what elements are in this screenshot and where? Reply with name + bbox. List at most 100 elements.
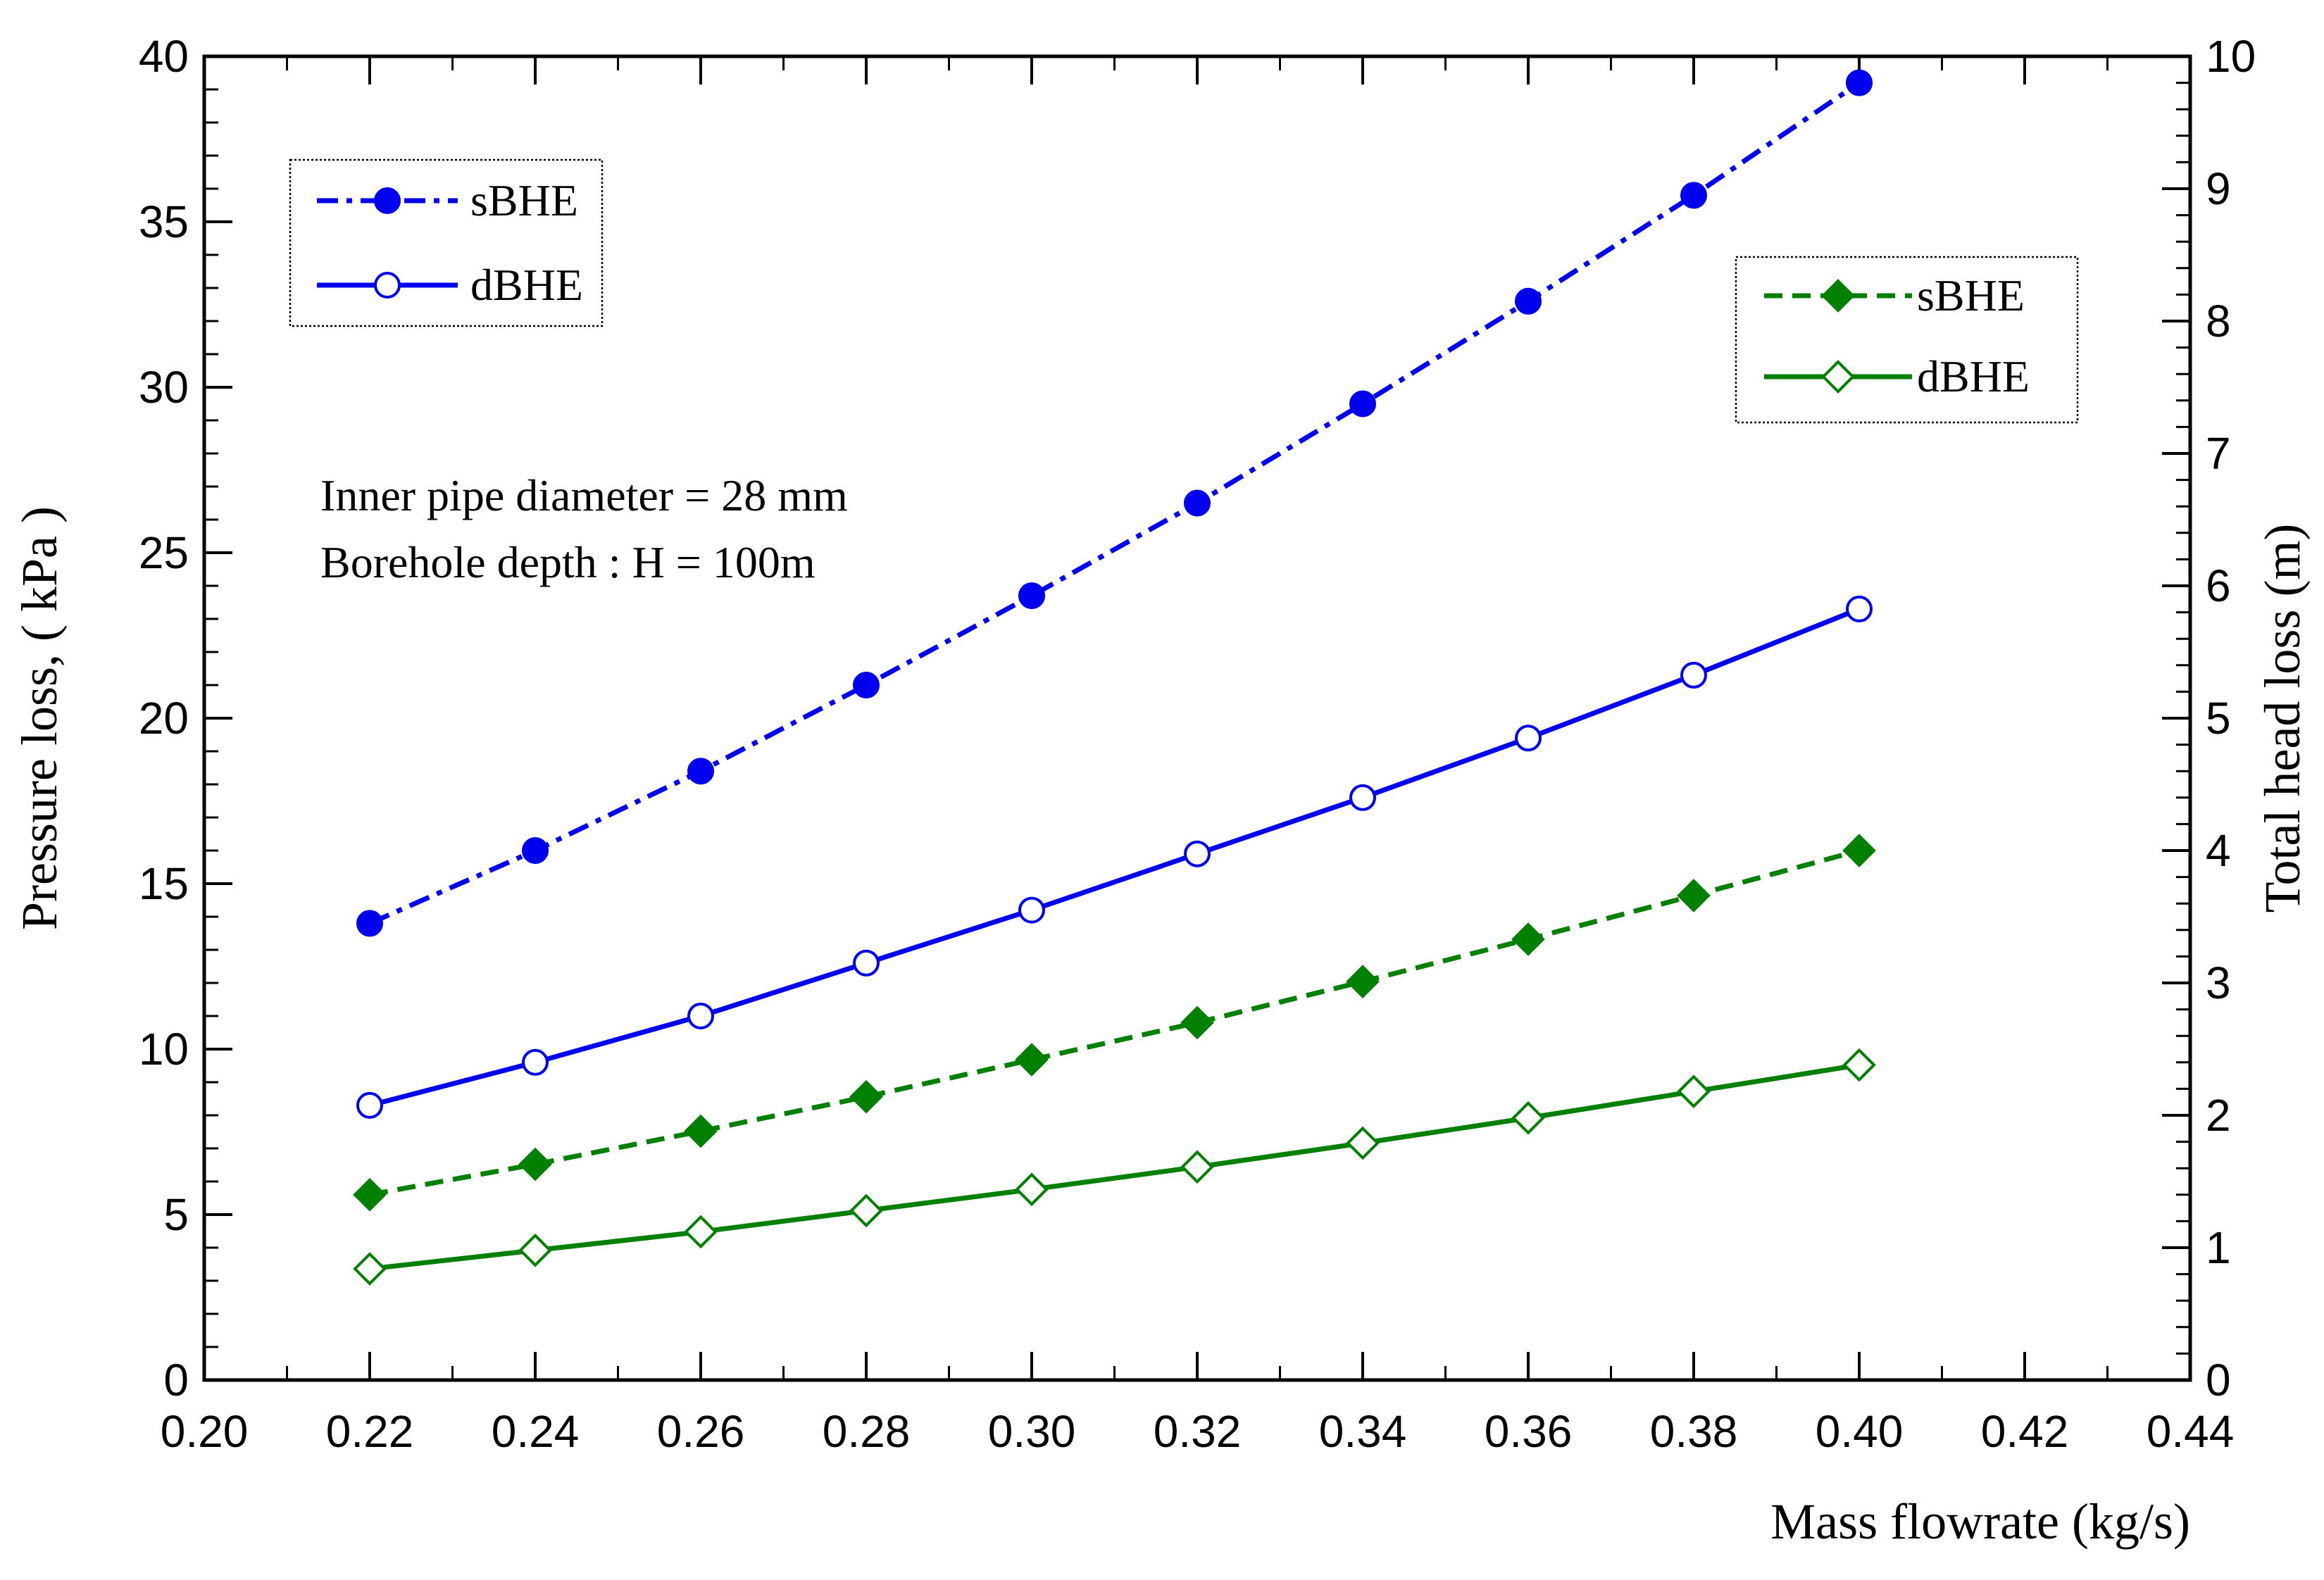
y2-tick-label: 0 [2206, 1355, 2231, 1405]
x-tick-label: 0.36 [1485, 1406, 1573, 1457]
y2-tick-label: 3 [2206, 958, 2231, 1008]
data-point [1346, 965, 1380, 998]
data-point [1180, 1150, 1214, 1184]
data-point [522, 1048, 549, 1076]
x-tick-label: 0.28 [823, 1406, 911, 1457]
series-right-dbhe [353, 1048, 1876, 1286]
x-tick-label: 0.24 [492, 1406, 580, 1457]
annotation-borehole-depth: Borehole depth : H = 100m [320, 537, 816, 587]
data-point [849, 1193, 883, 1228]
data-point [687, 1003, 714, 1029]
y2-axis-title: Total head loss (m) [2254, 524, 2311, 913]
legend-right-marker-sbhe [1821, 279, 1855, 313]
data-point [1184, 489, 1211, 517]
y2-tick-label: 8 [2206, 296, 2231, 346]
legend-left-label-dbhe: dBHE [470, 260, 583, 310]
data-point [1846, 69, 1873, 96]
legend-right-marker-dbhe [1821, 360, 1855, 394]
x-tick-label: 0.40 [1816, 1406, 1904, 1457]
data-point [1515, 287, 1542, 315]
y-tick-label: 25 [139, 527, 189, 578]
y-tick-label: 20 [139, 693, 189, 744]
data-point [853, 672, 880, 698]
data-point [522, 837, 549, 864]
y-tick-label: 30 [139, 362, 189, 413]
annotation-pipe-diameter: Inner pipe diameter = 28 mm [320, 470, 848, 520]
data-point [356, 1091, 383, 1119]
x-tick-label: 0.38 [1650, 1406, 1738, 1457]
y2-tick-label: 1 [2206, 1222, 2231, 1273]
x-tick-label: 0.32 [1154, 1406, 1242, 1457]
data-point [1677, 1074, 1711, 1108]
data-point [353, 1177, 387, 1212]
data-point [1842, 834, 1876, 867]
data-point [518, 1147, 552, 1181]
y2-tick-label: 10 [2206, 31, 2256, 82]
data-point [518, 1233, 552, 1267]
data-point [853, 949, 880, 977]
data-point [849, 1079, 883, 1114]
legend-right: sBHE dBHE [1735, 256, 2079, 424]
data-point [1015, 1172, 1049, 1207]
data-point [1680, 182, 1707, 209]
y-axis-title: Pressure loss, ( kPa ) [11, 506, 68, 930]
series-line [369, 848, 1860, 1198]
data-point [356, 910, 383, 937]
y-tick-label: 0 [163, 1355, 189, 1405]
data-point [1180, 1005, 1214, 1040]
legend-left-marker-sbhe [374, 187, 401, 214]
data-point [1515, 725, 1542, 752]
data-point [1680, 661, 1707, 689]
y-tick-label: 5 [163, 1189, 189, 1240]
y2-tick-label: 2 [2206, 1090, 2231, 1141]
data-point [1018, 896, 1045, 924]
y-tick-label: 15 [139, 858, 189, 909]
legend-left-box [289, 158, 604, 327]
data-point [1018, 582, 1045, 610]
ticks-layer: 0.20 0.22 0.24 0.26 0.28 0.30 0.32 0.34 0.36 0.38… [139, 31, 2256, 1457]
data-point [1511, 922, 1545, 956]
data-point [1349, 784, 1376, 811]
x-tick-label: 0.20 [161, 1406, 249, 1457]
data-point [1846, 595, 1873, 622]
series-right-sbhe [353, 834, 1876, 1212]
y-tick-label: 35 [139, 196, 189, 247]
data-point [684, 1215, 718, 1249]
y2-tick-label: 5 [2206, 693, 2231, 744]
y2-tick-label: 7 [2206, 428, 2231, 479]
y2-tick-label: 6 [2206, 560, 2231, 611]
series-left-dbhe [356, 595, 1873, 1119]
data-point [1184, 840, 1211, 867]
data-point [1015, 1043, 1049, 1077]
series-line [369, 1062, 1860, 1272]
series-left-sbhe [356, 69, 1873, 937]
x-tick-label: 0.44 [2147, 1406, 2235, 1457]
data-point [684, 1114, 718, 1148]
x-axis-title: Mass flowrate (kg/s) [1770, 1493, 2190, 1550]
data-point [1349, 390, 1376, 418]
x-tick-label: 0.26 [657, 1406, 745, 1457]
data-point [1511, 1101, 1545, 1135]
data-point [1677, 879, 1711, 913]
x-tick-label: 0.30 [988, 1406, 1076, 1457]
series-layer [353, 69, 1876, 1286]
x-tick-label: 0.22 [326, 1406, 414, 1457]
legend-right-box [1735, 256, 2079, 424]
series-line [369, 606, 1861, 1108]
data-point [1346, 1126, 1380, 1160]
legend-right-label-sbhe: sBHE [1917, 270, 2025, 320]
legend-left-label-sbhe: sBHE [470, 175, 578, 225]
data-point [1842, 1048, 1876, 1082]
legend-right-label-dbhe: dBHE [1917, 351, 2030, 401]
series-line [368, 80, 1861, 926]
y2-tick-label: 4 [2206, 825, 2231, 876]
legend-left: sBHE dBHE [289, 158, 604, 327]
legend-left-marker-dbhe [374, 272, 401, 299]
data-point [353, 1252, 387, 1286]
x-tick-label: 0.42 [1981, 1406, 2069, 1457]
data-point [687, 758, 714, 785]
x-tick-label: 0.34 [1319, 1406, 1407, 1457]
y-tick-label: 40 [139, 31, 189, 82]
y-tick-label: 10 [139, 1024, 189, 1074]
